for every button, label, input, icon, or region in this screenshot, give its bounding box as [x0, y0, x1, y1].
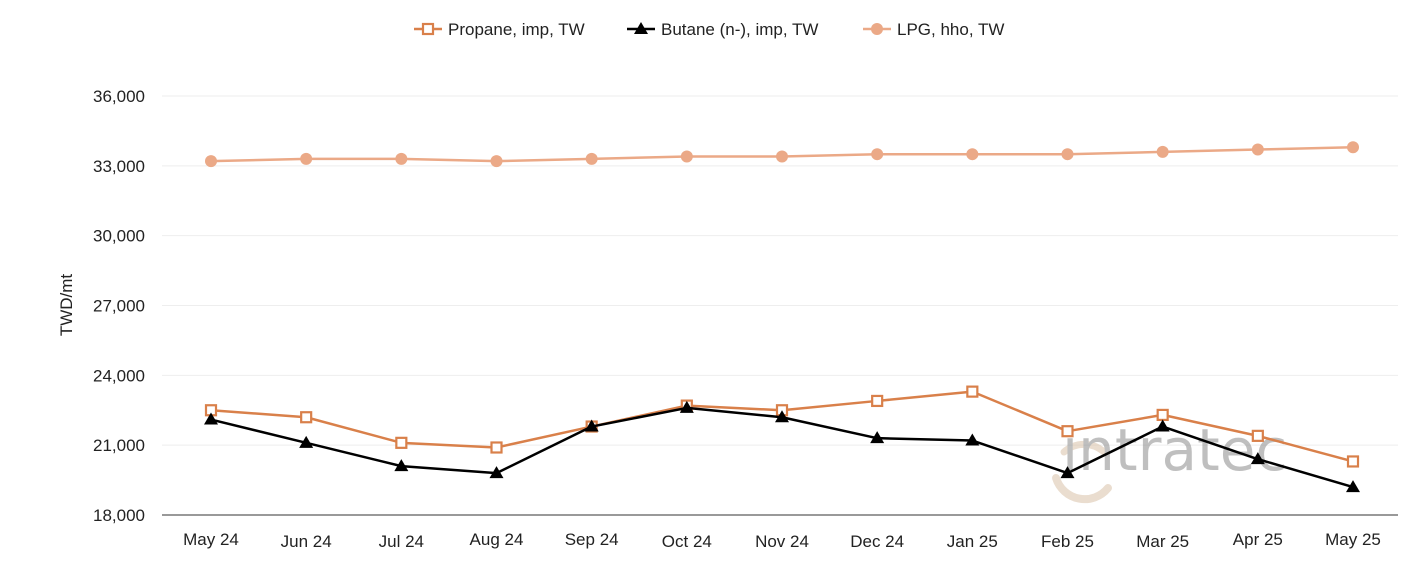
data-point	[680, 150, 693, 163]
data-point	[1251, 429, 1264, 442]
data-point	[775, 410, 789, 423]
legend-label: Butane (n-), imp, TW	[661, 20, 818, 39]
data-point	[966, 385, 979, 398]
y-tick-label: 18,000	[93, 506, 145, 525]
x-tick-label: Oct 24	[662, 532, 712, 551]
legend-label: LPG, hho, TW	[897, 20, 1004, 39]
data-point	[395, 152, 408, 165]
data-point	[1155, 419, 1170, 432]
intratec-watermark-logo: intratec	[1052, 416, 1287, 504]
data-point	[870, 431, 885, 444]
x-tick-label: May 24	[183, 530, 239, 549]
data-point	[300, 411, 313, 424]
data-point	[966, 148, 979, 161]
x-tick-label: Aug 24	[470, 530, 524, 549]
series-lines	[204, 141, 1360, 493]
data-point	[585, 152, 598, 165]
data-point	[1346, 455, 1360, 468]
legend: Propane, imp, TW Butane (n-), imp, TW LPG,…	[414, 20, 1004, 39]
data-point	[1346, 480, 1360, 493]
series-1	[204, 400, 1360, 493]
data-point	[489, 466, 504, 479]
data-point	[679, 400, 694, 413]
legend-marker	[871, 23, 883, 35]
data-point	[871, 148, 884, 161]
watermark-arc-bottom	[1052, 474, 1112, 504]
x-tick-label: Mar 25	[1136, 532, 1189, 551]
y-axis-ticks: 18,000 21,000 24,000 27,000 30,000 33,000 36,0…	[93, 87, 145, 525]
x-tick-label: Apr 25	[1233, 530, 1283, 549]
x-tick-label: Jun 24	[281, 532, 332, 551]
legend-marker	[421, 22, 435, 36]
data-point	[205, 155, 217, 168]
data-point	[1061, 148, 1074, 161]
data-point	[299, 435, 314, 448]
data-point	[204, 412, 218, 425]
x-tick-label: May 25	[1325, 530, 1381, 549]
legend-marker	[634, 22, 648, 34]
y-tick-label: 21,000	[93, 436, 145, 455]
data-point	[965, 433, 980, 446]
data-point	[1156, 408, 1169, 422]
legend-item: LPG, hho, TW	[863, 20, 1004, 39]
x-axis-ticks: May 24 Jun 24 Jul 24 Aug 24 Sep 24 Oct 24 Nov …	[183, 530, 1381, 551]
y-axis-title: TWD/mt	[57, 274, 76, 337]
data-point	[584, 419, 599, 432]
x-tick-label: Sep 24	[565, 530, 619, 549]
y-tick-label: 33,000	[93, 157, 145, 176]
data-point	[1250, 452, 1265, 465]
x-tick-label: Nov 24	[755, 532, 809, 551]
y-tick-label: 27,000	[93, 297, 145, 316]
x-tick-label: Jan 25	[947, 532, 998, 551]
data-point	[490, 441, 503, 454]
watermark-text: intratec	[1062, 416, 1287, 484]
data-point	[394, 459, 409, 472]
legend-item: Butane (n-), imp, TW	[627, 20, 818, 39]
y-tick-label: 36,000	[93, 87, 145, 106]
y-tick-label: 24,000	[93, 366, 145, 385]
series-2	[205, 141, 1359, 168]
gridlines	[162, 95, 1398, 446]
x-tick-label: Dec 24	[850, 532, 904, 551]
data-point	[1347, 141, 1359, 154]
data-point	[490, 155, 503, 168]
data-point	[1156, 145, 1169, 158]
data-point	[1060, 466, 1075, 479]
x-tick-label: Feb 25	[1041, 532, 1094, 551]
x-tick-label: Jul 24	[379, 532, 424, 551]
data-point	[1061, 425, 1074, 438]
data-point	[300, 152, 313, 165]
y-tick-label: 30,000	[93, 227, 145, 246]
data-point	[776, 150, 788, 163]
watermark-arc-top	[1060, 440, 1108, 456]
legend-label: Propane, imp, TW	[448, 20, 585, 39]
data-point	[871, 394, 884, 408]
legend-item: Propane, imp, TW	[414, 20, 585, 39]
data-point	[395, 436, 408, 449]
data-point	[1251, 143, 1264, 156]
